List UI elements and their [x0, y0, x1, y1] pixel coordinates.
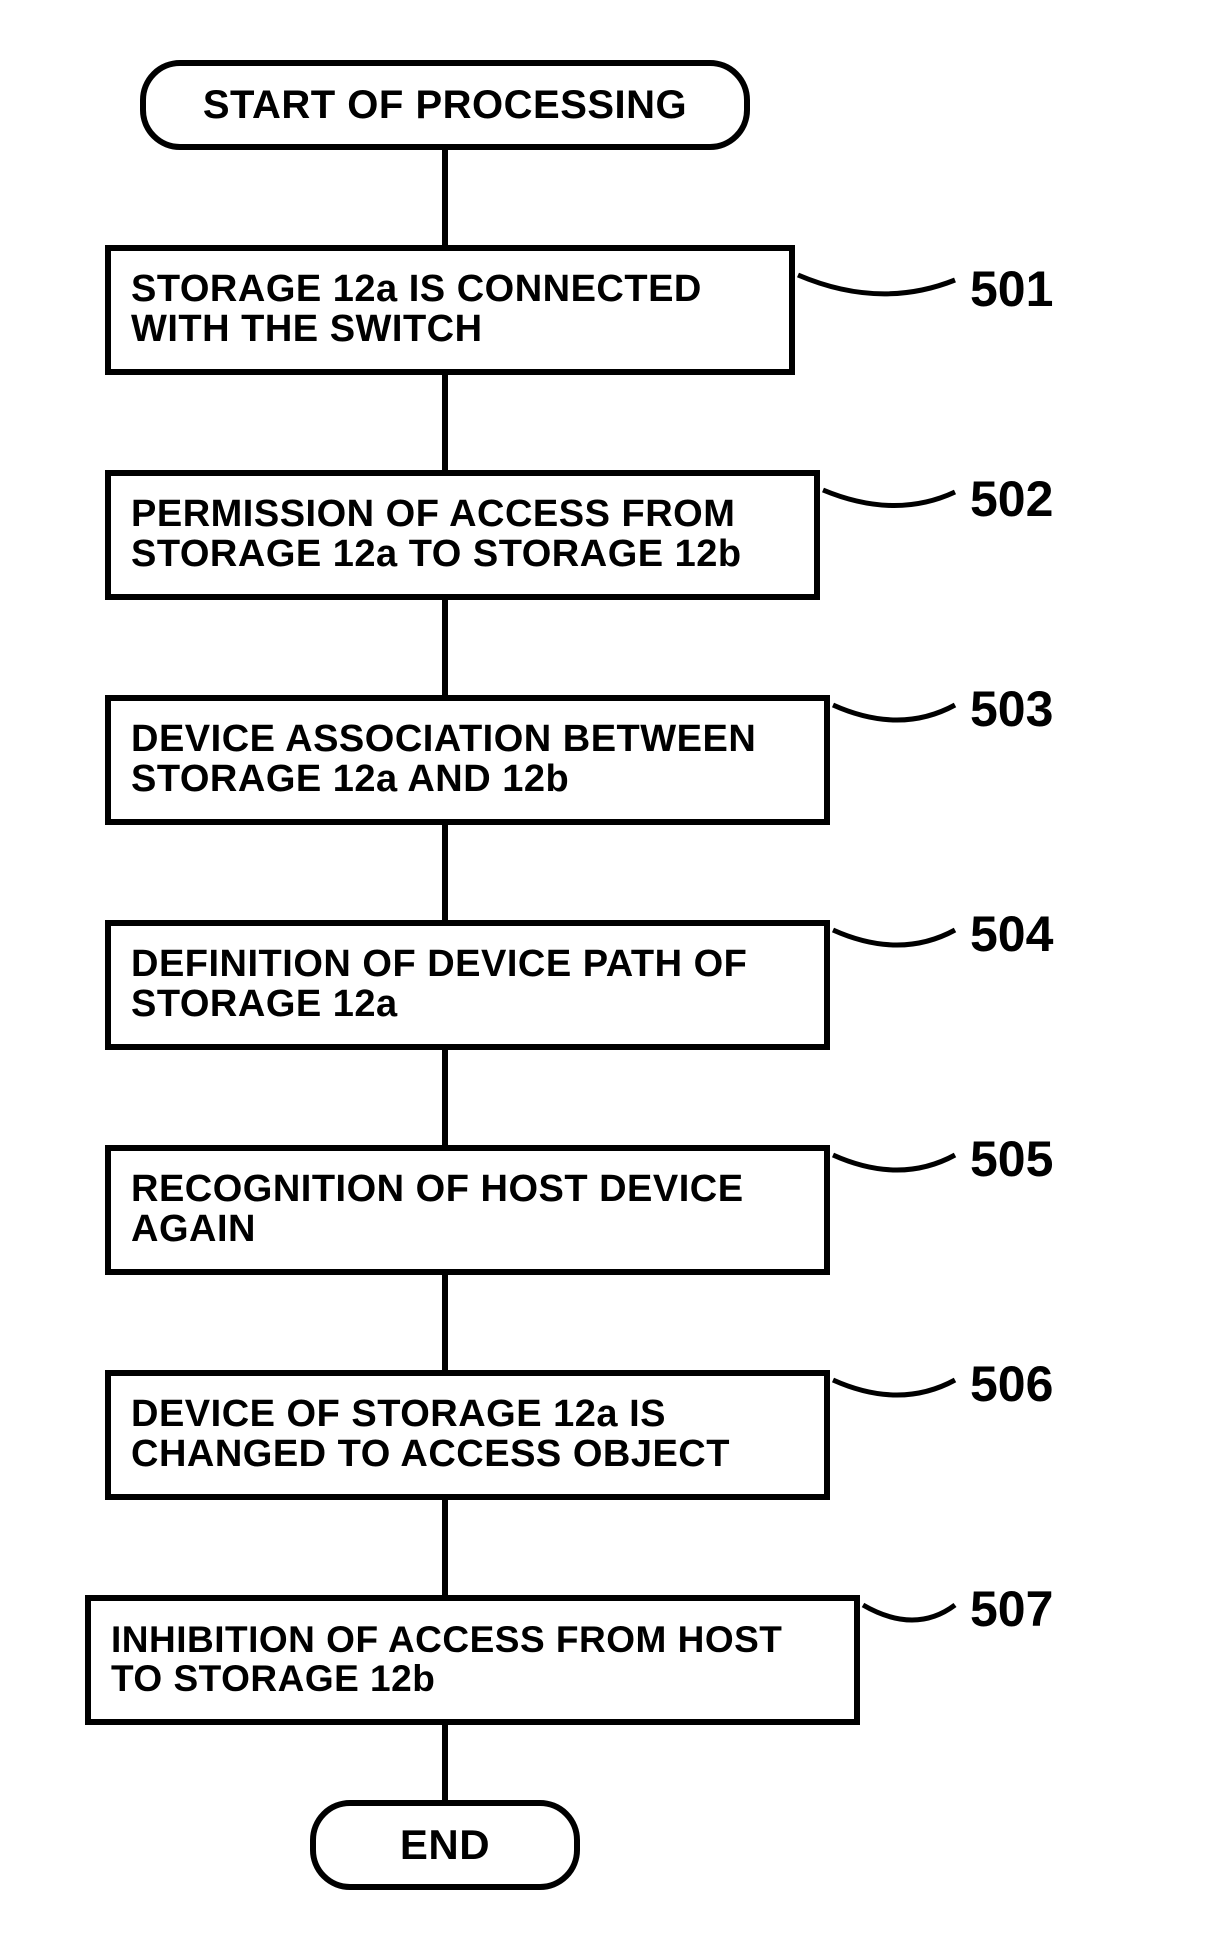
flow-connectors	[0, 0, 1226, 1953]
